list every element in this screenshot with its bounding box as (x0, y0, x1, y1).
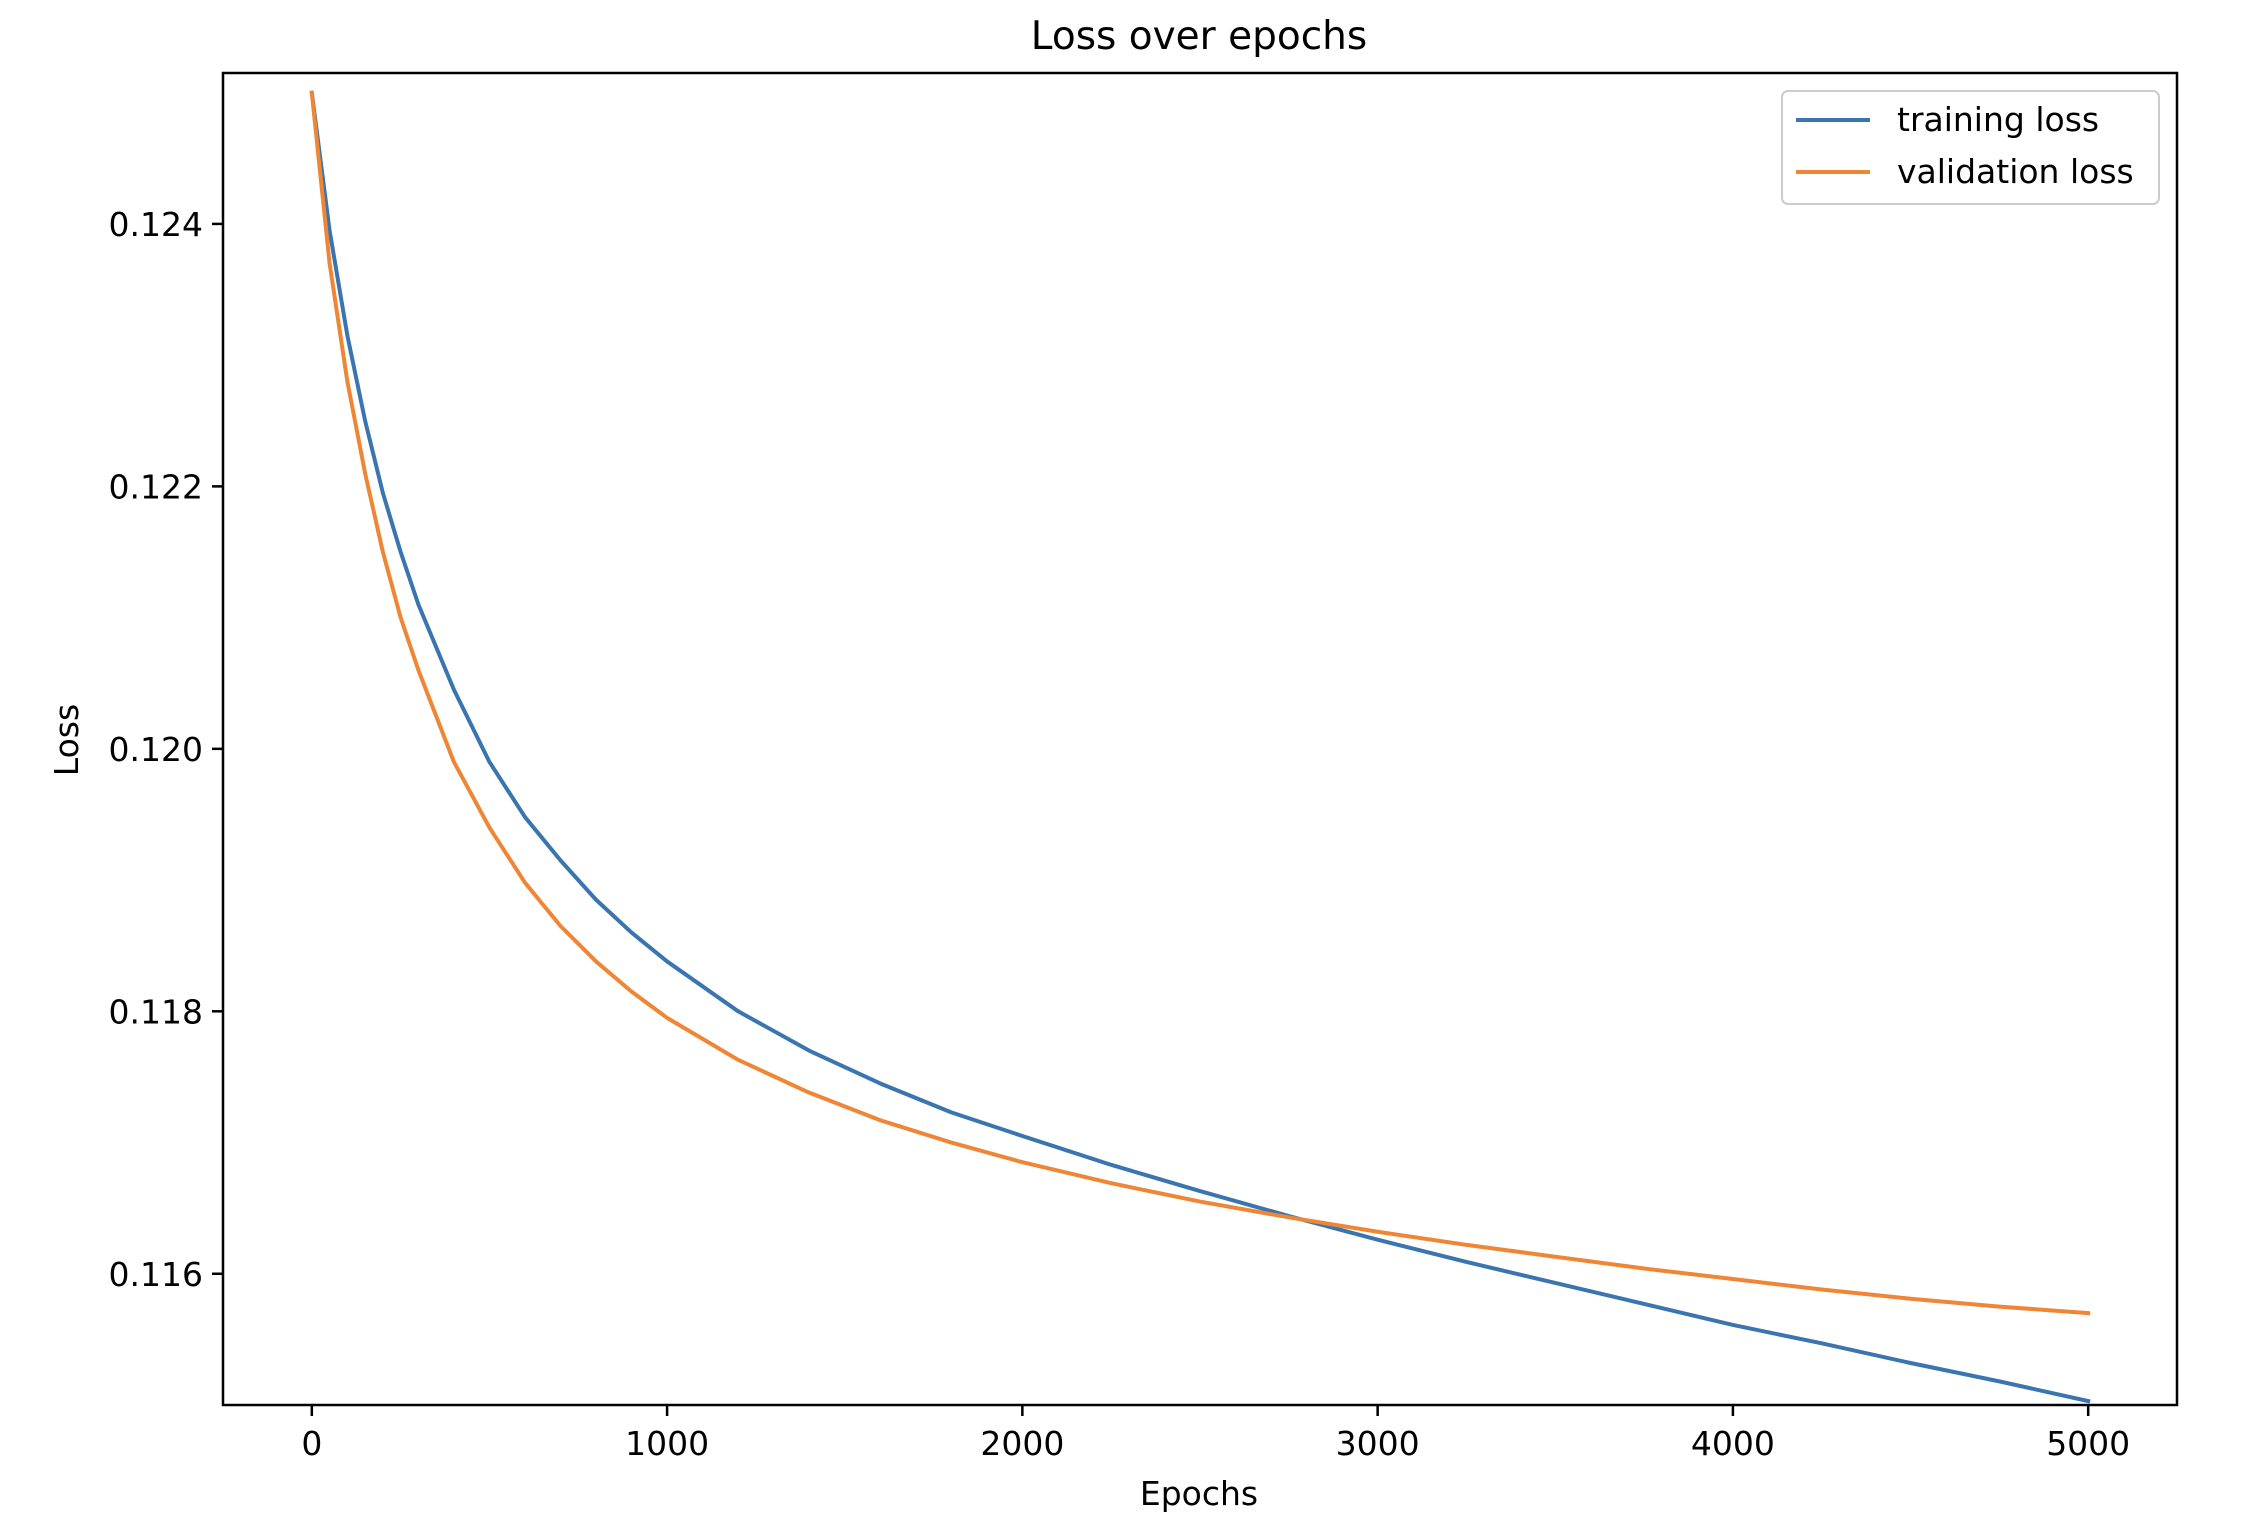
x-tick-label: 5000 (2046, 1424, 2130, 1463)
y-axis: 0.116 0.118 0.120 0.122 0.124 (109, 205, 223, 1294)
legend-box (1781, 90, 2160, 205)
chart-title: Loss over epochs (1031, 14, 1367, 59)
x-tick-label: 2000 (980, 1424, 1064, 1463)
x-tick-label: 0 (301, 1424, 322, 1463)
y-tick-label: 0.118 (109, 992, 203, 1031)
x-tick-label: 1000 (625, 1424, 709, 1463)
x-tick-label: 4000 (1691, 1424, 1775, 1463)
chart-legend: training loss validation loss (1781, 90, 2160, 205)
y-tick-label: 0.120 (109, 730, 203, 769)
y-axis-label: Loss (47, 704, 86, 776)
x-tick-label: 3000 (1336, 1424, 1420, 1463)
plot-frame (221, 71, 2179, 1407)
legend-label-1: validation loss (1897, 152, 2134, 191)
x-axis-label: Epochs (1140, 1474, 1258, 1513)
plot-area (309, 90, 2091, 1404)
y-tick-label: 0.116 (109, 1255, 203, 1294)
y-tick-label: 0.122 (109, 467, 203, 506)
series-line-0 (309, 90, 2091, 1404)
y-tick-label: 0.124 (109, 205, 203, 244)
series-line-1 (309, 90, 2091, 1316)
legend-label-0: training loss (1897, 100, 2099, 139)
x-axis: 0 1000 2000 3000 4000 5000 (301, 1405, 2130, 1463)
